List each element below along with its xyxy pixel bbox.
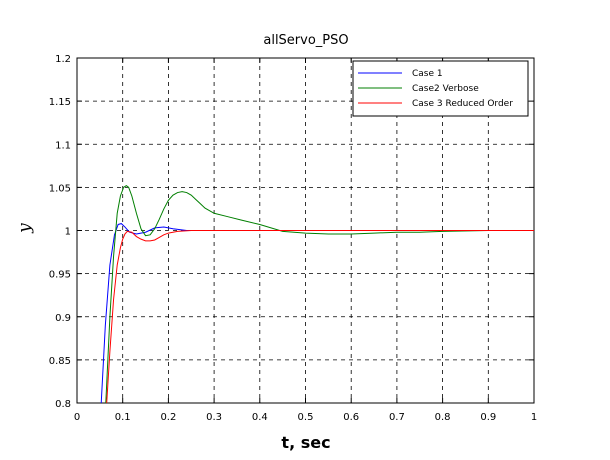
- x-tick-label: 0.7: [389, 412, 405, 423]
- x-tick-label: 0: [74, 412, 80, 423]
- x-tick-label: 0.9: [480, 412, 496, 423]
- legend-label-1: Case 1: [412, 69, 443, 79]
- x-tick-label: 0.6: [343, 412, 359, 423]
- y-tick-label: 0.85: [49, 356, 71, 367]
- series-lines: [100, 185, 534, 403]
- y-axis-label: y: [15, 223, 35, 234]
- x-tick-label: 0.1: [115, 412, 131, 423]
- x-tick-label: 0.3: [206, 412, 222, 423]
- legend-label-2: Case2 Verbose: [412, 84, 479, 94]
- y-tick-label: 0.95: [49, 270, 71, 281]
- y-tick-label: 0.8: [55, 399, 71, 410]
- y-tick-label: 0.9: [55, 313, 71, 324]
- x-tick-label: 0.2: [160, 412, 176, 423]
- y-tick-label: 1.2: [55, 54, 71, 65]
- x-tick-label: 0.5: [298, 412, 314, 423]
- legend-label-3: Case 3 Reduced Order: [412, 99, 513, 109]
- series-line-3: [106, 230, 534, 403]
- legend-entries: Case 1 Case2 Verbose Case 3 Reduced Order: [358, 69, 513, 109]
- y-tick-label: 1.05: [49, 183, 71, 194]
- legend: Case 1 Case2 Verbose Case 3 Reduced Order: [352, 60, 529, 117]
- series-line-2: [105, 185, 534, 403]
- x-tick-label: 0.4: [252, 412, 268, 423]
- x-tick-label: 1: [531, 412, 537, 423]
- x-tick-label: 0.8: [435, 412, 451, 423]
- y-tick-label: 1.1: [55, 140, 71, 151]
- y-tick-label: 1.15: [49, 97, 71, 108]
- x-axis-label: t, sec: [281, 433, 330, 452]
- y-tick-label: 1: [65, 227, 71, 238]
- chart-title: allServo_PSO: [263, 33, 348, 48]
- axis-tick-labels: 0 0.1 0.2 0.3 0.4 0.5 0.6 0.7 0.8 0.9 1 0.8 0.85 0.9 0…: [49, 54, 537, 423]
